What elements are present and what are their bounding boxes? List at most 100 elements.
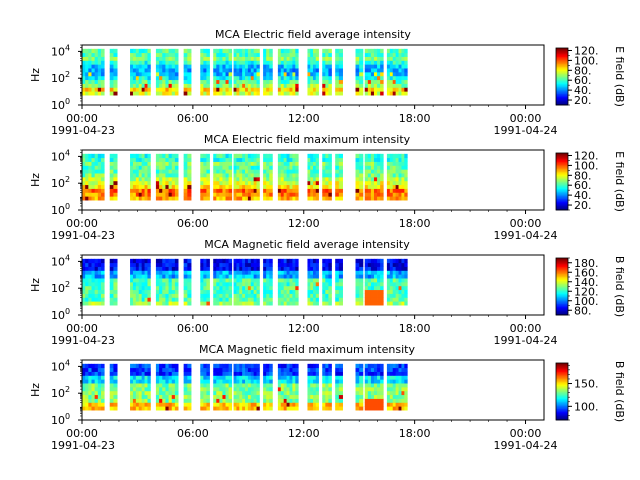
spectrogram-cell bbox=[187, 91, 192, 96]
spectrogram-cell bbox=[377, 285, 381, 291]
spectrogram-cell bbox=[91, 289, 96, 294]
spectrogram-cell bbox=[168, 48, 173, 54]
spectrogram-cell bbox=[263, 83, 267, 88]
spectrogram-cell bbox=[328, 375, 332, 380]
spectrogram-cell bbox=[162, 192, 166, 197]
spectrogram-cell bbox=[174, 281, 179, 287]
spectrogram-cell bbox=[398, 161, 402, 166]
spectrogram-cell bbox=[338, 281, 343, 287]
spectrogram-cell bbox=[338, 87, 343, 92]
spectrogram-cell bbox=[222, 68, 226, 73]
spectrogram-cell bbox=[101, 278, 105, 283]
spectrogram-cell bbox=[280, 60, 285, 65]
spectrogram-cell bbox=[88, 301, 92, 306]
spectrogram-cell bbox=[269, 285, 273, 291]
spectrogram-cell bbox=[85, 398, 89, 403]
spectrogram-cell bbox=[370, 367, 375, 372]
spectrogram-cell bbox=[113, 60, 118, 65]
spectrogram-cell bbox=[315, 289, 319, 294]
spectrogram-cell bbox=[377, 91, 381, 96]
spectrogram-cell bbox=[132, 91, 137, 96]
spectrogram-cell bbox=[159, 188, 163, 193]
spectrogram-cell bbox=[138, 157, 143, 162]
spectrogram-cell bbox=[389, 161, 394, 166]
spectrogram-cell bbox=[269, 180, 273, 186]
colorbar-tick-label: 100. bbox=[574, 295, 599, 308]
spectrogram-cell bbox=[269, 379, 273, 384]
spectrogram-cell bbox=[239, 64, 243, 69]
spectrogram-cell bbox=[392, 379, 397, 384]
spectrogram-cell bbox=[236, 64, 240, 69]
spectrogram-cell bbox=[109, 165, 114, 170]
spectrogram-cell bbox=[266, 293, 270, 298]
spectrogram-cell bbox=[174, 52, 179, 57]
spectrogram-cell bbox=[138, 301, 143, 306]
spectrogram-cell bbox=[213, 258, 217, 264]
spectrogram-cell bbox=[138, 379, 143, 384]
spectrogram-cell bbox=[283, 363, 287, 369]
spectrogram-cell bbox=[187, 293, 192, 298]
spectrogram-cell bbox=[183, 75, 188, 81]
spectrogram-cell bbox=[109, 157, 114, 162]
spectrogram-cell bbox=[222, 184, 226, 189]
spectrogram-cell bbox=[325, 270, 329, 275]
spectrogram-cell bbox=[219, 262, 223, 267]
spectrogram-cell bbox=[310, 52, 314, 57]
spectrogram-cell bbox=[101, 87, 105, 92]
spectrogram-cell bbox=[364, 398, 369, 403]
spectrogram-cell bbox=[280, 278, 285, 283]
spectrogram-cell bbox=[165, 406, 169, 411]
spectrogram-cell bbox=[242, 60, 246, 65]
spectrogram-cell bbox=[401, 371, 405, 376]
spectrogram-cell bbox=[247, 192, 252, 197]
colorbar-swatch bbox=[556, 390, 568, 392]
spectrogram-cell bbox=[138, 375, 143, 380]
spectrogram-cell bbox=[171, 188, 176, 193]
spectrogram-cell bbox=[206, 192, 210, 197]
spectrogram-cell bbox=[322, 278, 326, 283]
spectrogram-cell bbox=[113, 394, 118, 399]
spectrogram-cell bbox=[364, 184, 369, 189]
spectrogram-cell bbox=[135, 52, 140, 57]
spectrogram-cell bbox=[228, 293, 233, 298]
spectrogram-cell bbox=[216, 258, 220, 264]
spectrogram-cell bbox=[206, 375, 210, 380]
spectrogram-cell bbox=[307, 52, 311, 57]
spectrogram-cell bbox=[216, 278, 220, 283]
spectrogram-cell bbox=[395, 375, 399, 380]
spectrogram-cell bbox=[280, 398, 285, 403]
spectrogram-cell bbox=[200, 262, 204, 267]
spectrogram-cell bbox=[130, 52, 134, 57]
spectrogram-cell bbox=[187, 394, 192, 399]
spectrogram-cell bbox=[88, 169, 92, 174]
spectrogram-cell bbox=[91, 196, 96, 201]
spectrogram-cell bbox=[280, 52, 285, 57]
spectrogram-cell bbox=[322, 165, 326, 170]
spectrogram-cell bbox=[135, 270, 140, 275]
spectrogram-cell bbox=[359, 192, 364, 197]
spectrogram-segment bbox=[322, 258, 332, 306]
spectrogram-cell bbox=[233, 301, 237, 306]
spectrogram-cell bbox=[225, 383, 230, 388]
spectrogram-cell bbox=[286, 390, 290, 396]
spectrogram-cell bbox=[313, 173, 317, 178]
spectrogram-cell bbox=[138, 367, 143, 372]
spectrogram-cell bbox=[286, 371, 290, 376]
colorbar-swatch bbox=[556, 57, 568, 60]
spectrogram-cell bbox=[307, 153, 311, 159]
spectrogram-cell bbox=[94, 406, 99, 411]
spectrogram-cell bbox=[144, 48, 148, 54]
spectrogram-cell bbox=[171, 402, 176, 407]
spectrogram-cell bbox=[277, 184, 282, 189]
spectrogram-cell bbox=[85, 60, 89, 65]
spectrogram-cell bbox=[206, 289, 210, 294]
spectrogram-cell bbox=[165, 68, 169, 73]
spectrogram-cell bbox=[322, 169, 326, 174]
spectrogram-cell bbox=[132, 196, 137, 201]
colorbar-swatch bbox=[556, 312, 568, 314]
spectrogram-cell bbox=[266, 83, 270, 88]
spectrogram-cell bbox=[373, 83, 378, 88]
spectrogram-cell bbox=[82, 56, 86, 61]
spectrogram-cell bbox=[144, 64, 148, 69]
spectrogram-cell bbox=[101, 188, 105, 193]
